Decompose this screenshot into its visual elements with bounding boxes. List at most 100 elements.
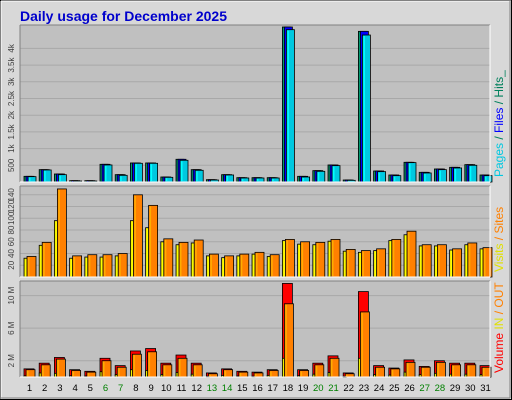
bar-highlight xyxy=(420,246,422,276)
bar-highlight xyxy=(43,243,45,276)
day-label-3: 3 xyxy=(57,383,62,394)
y-tick-label: 2k xyxy=(7,110,16,119)
y-tick-label: 3k xyxy=(7,77,16,86)
day-labels: 1 2 3 4 5 6 7 8 9 10 11 12 13 14 15 16 17 18 19 20 21 22 23 24 2… xyxy=(27,383,491,394)
bar-highlight xyxy=(332,240,334,276)
y-tick-labels: 500 1k 1.5k 2k 2.5k 3k 3.5k 4k 20 40 60 80100120140… xyxy=(7,43,16,367)
bar-highlight xyxy=(88,255,91,276)
bar-highlight xyxy=(374,251,377,276)
bar-highlight xyxy=(135,164,137,181)
day-label-7: 7 xyxy=(118,383,123,394)
legend-entry: Volume xyxy=(492,333,506,373)
bar-highlight xyxy=(363,36,365,182)
bar-highlight xyxy=(179,359,181,376)
day-label-25: 25 xyxy=(389,383,400,394)
legend-top: Pages / Files / Hits_ xyxy=(492,70,506,177)
legend-entry: / xyxy=(492,100,506,104)
day-label-5: 5 xyxy=(88,383,93,394)
y-tick-label: 1.5k xyxy=(7,123,16,139)
bar-highlight xyxy=(450,250,453,276)
y-tick-label: 2 M xyxy=(7,354,16,368)
y-tick-label: 40 xyxy=(7,249,16,258)
day-label-17: 17 xyxy=(267,383,278,394)
y-tick-label: 120 xyxy=(7,199,16,213)
y-tick-label: 500 xyxy=(7,158,16,172)
day-label-9: 9 xyxy=(148,383,153,394)
bar-highlight xyxy=(376,368,379,376)
bar-highlight xyxy=(148,352,151,376)
chart-title: Daily usage for December 2025 xyxy=(20,8,227,24)
bar-highlight xyxy=(301,242,304,276)
bar-highlight xyxy=(407,363,409,376)
bar-highlight xyxy=(55,221,57,276)
bar-highlight xyxy=(133,355,135,376)
day-label-13: 13 xyxy=(207,383,218,394)
bar-highlight xyxy=(222,258,225,276)
bar-highlight xyxy=(240,255,243,276)
day-label-1: 1 xyxy=(27,383,32,394)
bar-highlight xyxy=(164,239,167,276)
y-tick-label: 60 xyxy=(7,237,16,246)
bar-highlight xyxy=(378,172,381,181)
bar-highlight xyxy=(44,170,46,181)
bar-highlight xyxy=(225,256,228,276)
bar-highlight xyxy=(101,258,103,276)
day-label-27: 27 xyxy=(419,383,430,394)
legend-entry: IN xyxy=(492,318,506,330)
panel-borders xyxy=(19,24,491,378)
bar-highlight xyxy=(391,369,394,376)
bar-highlight xyxy=(469,166,472,181)
bar-highlight xyxy=(317,172,320,181)
legends: Pages / Files / Hits_ Visits / Sites Vol… xyxy=(492,70,506,373)
bar-highlight xyxy=(423,245,425,276)
bar-highlight xyxy=(194,365,196,376)
day-label-12: 12 xyxy=(191,383,202,394)
bar-highlight xyxy=(42,365,44,376)
legend-entry: Sites xyxy=(492,207,506,234)
bar-highlight xyxy=(241,178,244,181)
bar-highlight xyxy=(180,243,182,276)
bar-highlight xyxy=(237,256,240,276)
bar-highlight xyxy=(210,255,212,276)
bar-highlight xyxy=(177,245,179,276)
bar-highlight xyxy=(103,361,105,376)
bar-highlight xyxy=(484,248,486,276)
legend-bottom: Volume IN / OUT xyxy=(492,282,506,373)
bar-highlight xyxy=(329,242,331,276)
day-label-16: 16 xyxy=(252,383,263,394)
legend-entry: Visits xyxy=(492,244,506,272)
bar-highlight xyxy=(409,163,411,181)
bar-highlight xyxy=(452,365,455,376)
bar-highlight xyxy=(298,245,301,276)
day-label-8: 8 xyxy=(133,383,138,394)
legend-entry: Pages xyxy=(492,143,506,177)
bar-highlight xyxy=(270,371,272,376)
bar-highlight xyxy=(316,243,319,276)
bar-highlight xyxy=(439,170,441,181)
bar-highlight xyxy=(209,374,211,376)
day-label-4: 4 xyxy=(72,383,77,394)
bar-highlight xyxy=(393,176,396,181)
bar-highlight xyxy=(163,365,166,376)
bar-highlight xyxy=(119,254,121,276)
day-label-24: 24 xyxy=(374,383,385,394)
bar-highlight xyxy=(239,373,242,376)
bar-highlight xyxy=(331,359,333,376)
bar-highlight xyxy=(465,245,468,276)
bar-marks xyxy=(23,26,493,378)
bar-highlight xyxy=(362,251,364,276)
day-label-20: 20 xyxy=(313,383,324,394)
bar-highlight xyxy=(181,161,183,181)
y-tick-label: 20 xyxy=(7,260,16,269)
bar-highlight xyxy=(272,178,274,181)
legend-entry: OUT xyxy=(492,282,506,308)
day-label-11: 11 xyxy=(177,383,187,394)
bar-highlight xyxy=(131,221,133,276)
bar-highlight xyxy=(438,245,440,276)
day-label-31: 31 xyxy=(480,383,491,394)
bar-highlight xyxy=(87,373,90,376)
bar-highlight xyxy=(346,374,348,376)
bar-highlight xyxy=(134,195,136,276)
bar-highlight xyxy=(454,168,457,181)
